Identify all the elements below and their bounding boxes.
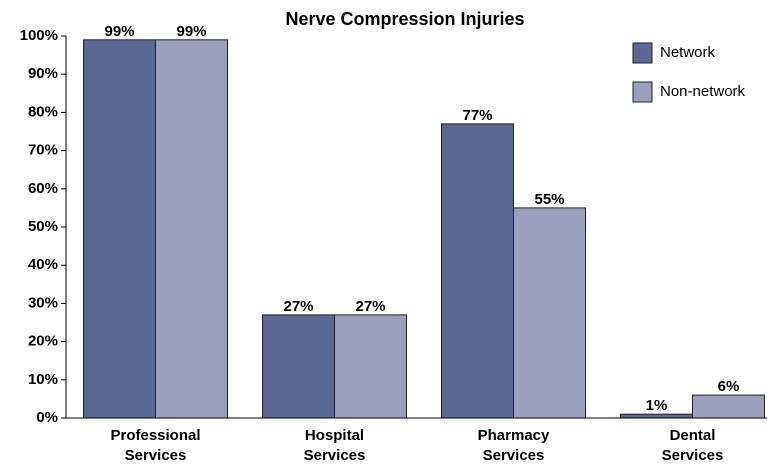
legend-label: Non-network [660,83,746,100]
y-tick-label: 90% [28,65,58,82]
x-tick-label: Dental Services [662,427,724,464]
y-tick-label: 60% [28,180,58,197]
x-tick-label: Pharmacy Services [478,427,550,464]
y-tick-label: 50% [28,218,58,235]
y-tick-label: 30% [28,294,58,311]
y-tick-label: 10% [28,371,58,388]
bar [155,39,228,419]
legend-swatch [632,81,653,103]
y-tick-label: 80% [28,103,58,120]
y-tick-label: 20% [28,333,58,350]
legend-swatch [632,42,653,64]
x-tick-label: Professional Services [110,427,200,464]
value-label: 99% [104,23,134,40]
value-label: 99% [176,23,206,40]
bar [262,314,335,419]
y-tick-label: 40% [28,256,58,273]
value-label: 27% [355,298,385,315]
value-label: 55% [534,191,564,208]
x-tick-label: Hospital Services [304,427,366,464]
bar [441,123,514,419]
bar [334,314,407,419]
value-label: 1% [646,397,668,414]
value-label: 6% [718,378,740,395]
bar [83,39,156,419]
bar [513,207,586,419]
y-tick-label: 70% [28,142,58,159]
value-label: 27% [283,298,313,315]
y-tick-label: 0% [36,409,58,426]
chart-title: Nerve Compression Injuries [285,9,524,29]
y-tick-label: 100% [20,27,58,44]
legend-label: Network [660,44,716,61]
bar [620,413,693,419]
bar [692,394,765,419]
value-label: 77% [462,107,492,124]
